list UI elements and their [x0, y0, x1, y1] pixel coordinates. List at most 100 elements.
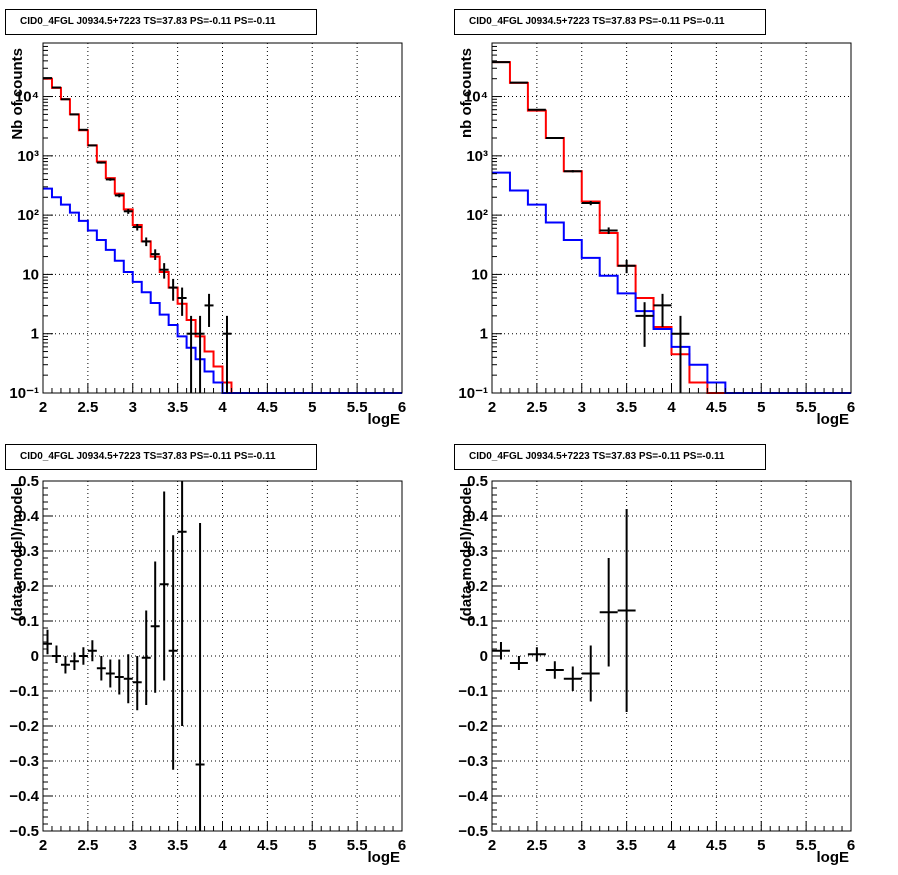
- data-point: [78, 647, 88, 665]
- data-point: [114, 659, 124, 695]
- x-axis-label: logE: [817, 849, 850, 866]
- y-tick-label: −0.2: [458, 718, 488, 735]
- x-tick-label: 3.5: [616, 837, 637, 854]
- y-tick-label: 0: [480, 648, 488, 665]
- x-tick-label: 2.5: [77, 399, 98, 416]
- data-point: [159, 491, 169, 681]
- x-tick-label: 4.5: [257, 837, 278, 854]
- x-tick-label: 5.5: [347, 399, 368, 416]
- x-tick-label: 2: [488, 399, 496, 416]
- x-tick-label: 6: [398, 837, 406, 854]
- x-tick-label: 5: [308, 399, 316, 416]
- data-point: [492, 642, 510, 660]
- data-point: [141, 237, 151, 247]
- y-axis-label: (data-model)/model: [9, 483, 26, 621]
- data-point: [599, 558, 618, 667]
- data-point: [545, 661, 564, 679]
- y-tick-label: 10³: [466, 148, 488, 165]
- data-point: [96, 656, 106, 681]
- y-tick-label: 1: [480, 326, 488, 343]
- x-tick-label: 5.5: [796, 399, 817, 416]
- data-point: [186, 315, 196, 393]
- data-point: [527, 108, 546, 111]
- y-tick-label: −0.4: [458, 788, 488, 805]
- y-tick-label: 0.4: [467, 508, 489, 525]
- data-point: [617, 509, 636, 712]
- x-tick-label: 4.5: [706, 399, 727, 416]
- y-tick-label: 10²: [466, 207, 488, 224]
- x-tick-label: 2.5: [77, 837, 98, 854]
- x-tick-label: 5: [757, 399, 765, 416]
- x-tick-label: 3: [578, 399, 586, 416]
- pad-top-left: 2 2.5 3 3.5 4 4.5 5 5.5 6 logE 10⁻¹ 1 10 10² 10³ 10⁴ Nb …: [0, 0, 449, 435]
- data-point: [150, 249, 160, 261]
- data-point: [105, 659, 115, 688]
- y-tick-label: 10⁻¹: [9, 385, 39, 402]
- x-tick-label: 5: [757, 837, 765, 854]
- x-tick-label: 6: [847, 837, 855, 854]
- data-point: [617, 260, 636, 274]
- data-point: [204, 293, 214, 327]
- x-tick-label: 4.5: [706, 837, 727, 854]
- chart-title: CID0_4FGL J0934.5+7223 TS=37.83 PS=-0.11…: [454, 9, 766, 35]
- data-point: [69, 113, 79, 116]
- data-point: [563, 170, 582, 173]
- data-point: [51, 645, 61, 663]
- data-point: [51, 86, 61, 89]
- data-point: [222, 315, 232, 393]
- y-tick-label: 0.2: [467, 578, 488, 595]
- y-tick-label: −0.2: [9, 718, 39, 735]
- data-point: [141, 610, 151, 705]
- data-point: [545, 136, 564, 139]
- y-tick-label: −0.4: [9, 788, 39, 805]
- y-tick-label: 0.4: [18, 508, 40, 525]
- data-point: [581, 645, 600, 702]
- y-tick-label: 10: [471, 266, 488, 283]
- y-tick-label: 0.3: [18, 543, 39, 560]
- data-point: [159, 263, 169, 279]
- data-point: [60, 98, 70, 101]
- y-axis-label: (data-model)/model: [458, 483, 475, 621]
- x-axis-label: logE: [817, 411, 850, 428]
- y-axis-label: nb of counts: [458, 48, 475, 138]
- data-point: [168, 535, 178, 770]
- data-point: [114, 193, 124, 198]
- x-tick-label: 2.5: [526, 399, 547, 416]
- data-point: [509, 81, 528, 84]
- data-point: [168, 278, 178, 301]
- y-tick-label: 0.5: [18, 473, 39, 490]
- data-point: [635, 302, 654, 347]
- y-tick-label: 10: [22, 266, 39, 283]
- x-axis-label: logE: [368, 849, 401, 866]
- data-point: [105, 178, 115, 181]
- data-point: [671, 315, 690, 393]
- pad-bottom-right: 2 2.5 3 3.5 4 4.5 5 5.5 6 logE −0.5 −0.4 −0.3 −0.2 −0.…: [449, 435, 898, 875]
- data-point: [177, 481, 187, 726]
- data-point: [123, 208, 133, 214]
- y-tick-label: −0.5: [458, 823, 488, 840]
- y-tick-label: −0.5: [9, 823, 39, 840]
- data-point: [87, 144, 97, 147]
- data-point: [653, 293, 672, 327]
- x-tick-label: 5.5: [796, 837, 817, 854]
- data-point: [177, 287, 187, 316]
- x-tick-label: 5.5: [347, 837, 368, 854]
- x-tick-label: 2: [39, 399, 47, 416]
- pad-bottom-left: 2 2.5 3 3.5 4 4.5 5 5.5 6 logE −0.5 −0.4 −0.3 −0.2 −0.…: [0, 435, 449, 875]
- y-tick-label: −0.1: [9, 683, 39, 700]
- data-point: [527, 647, 546, 662]
- x-tick-label: 3: [129, 837, 137, 854]
- y-tick-label: 10²: [17, 207, 39, 224]
- y-tick-label: 10⁴: [15, 89, 39, 106]
- x-tick-label: 2: [488, 837, 496, 854]
- x-tick-label: 5: [308, 837, 316, 854]
- data-point: [60, 656, 70, 674]
- data-point: [509, 656, 528, 670]
- data-point: [132, 223, 142, 231]
- y-tick-label: 0.5: [467, 473, 488, 490]
- data-point: [96, 161, 106, 164]
- data-point: [123, 654, 133, 704]
